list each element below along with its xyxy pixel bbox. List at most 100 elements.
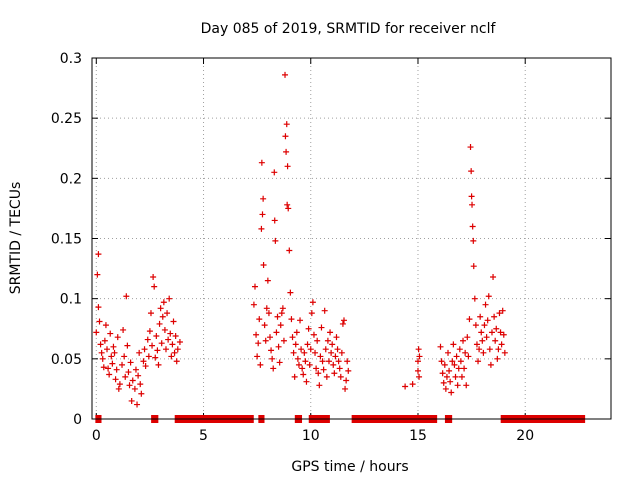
data-point <box>97 341 104 348</box>
data-point <box>155 361 162 368</box>
data-point <box>128 397 135 404</box>
data-point <box>501 349 508 356</box>
data-point <box>256 316 263 323</box>
data-point <box>490 274 497 281</box>
data-point <box>304 341 311 348</box>
data-point <box>174 346 181 353</box>
data-point <box>450 341 457 348</box>
data-point <box>142 363 149 370</box>
y-tick-label: 0.25 <box>51 111 82 127</box>
data-point <box>331 370 338 377</box>
data-point <box>263 305 270 312</box>
data-point <box>115 385 122 392</box>
data-point <box>486 346 493 353</box>
data-point <box>317 353 324 360</box>
data-point <box>135 372 142 379</box>
data-point <box>132 366 139 373</box>
data-point <box>409 381 416 388</box>
data-point <box>290 349 297 356</box>
data-point <box>100 364 107 371</box>
data-point <box>327 329 334 336</box>
data-point <box>166 295 173 302</box>
data-point <box>108 353 115 360</box>
data-point <box>446 367 453 374</box>
y-axis: 0 0.05 0.1 0.15 0.2 0.25 0.3 <box>51 51 611 428</box>
data-point <box>295 361 302 368</box>
data-point <box>340 317 347 324</box>
data-point <box>275 343 282 350</box>
data-point <box>171 349 178 356</box>
data-point <box>468 168 475 175</box>
data-series <box>93 71 586 423</box>
data-point <box>310 331 317 338</box>
data-point <box>322 346 329 353</box>
data-point <box>282 71 289 78</box>
data-point <box>452 373 459 380</box>
data-point <box>269 355 276 362</box>
data-point <box>127 359 134 366</box>
data-point <box>111 349 118 356</box>
data-point <box>498 341 505 348</box>
data-point <box>475 358 482 365</box>
data-point <box>338 349 345 356</box>
data-point <box>303 378 310 385</box>
data-point <box>96 318 103 325</box>
data-point <box>330 361 337 368</box>
data-point <box>158 340 165 347</box>
data-point <box>464 334 471 341</box>
data-point <box>493 325 500 332</box>
data-point <box>176 338 183 345</box>
data-point <box>313 365 320 372</box>
data-point <box>277 322 284 329</box>
data-point <box>109 360 116 367</box>
data-point <box>114 334 121 341</box>
data-point <box>343 377 350 384</box>
data-point <box>162 346 169 353</box>
data-point <box>146 328 153 335</box>
data-point <box>300 371 307 378</box>
data-point <box>264 277 271 284</box>
data-point <box>485 293 492 300</box>
data-point <box>159 313 166 320</box>
data-point <box>453 353 460 360</box>
data-point <box>415 346 422 353</box>
data-point <box>291 373 298 380</box>
y-tick-label: 0.15 <box>51 232 82 248</box>
data-point <box>156 320 163 327</box>
data-point <box>280 337 287 344</box>
data-point <box>480 349 487 356</box>
data-point <box>316 382 323 389</box>
data-point <box>134 401 141 408</box>
data-point <box>145 353 152 360</box>
data-point <box>251 283 258 290</box>
data-point <box>116 381 123 388</box>
data-point <box>255 340 262 347</box>
data-point <box>286 247 293 254</box>
data-point <box>465 353 472 360</box>
data-point <box>402 383 409 390</box>
data-point <box>154 347 161 354</box>
data-point <box>140 358 147 365</box>
data-point <box>457 358 464 365</box>
data-point <box>483 334 490 341</box>
data-point <box>456 346 463 353</box>
data-point <box>318 324 325 331</box>
data-point <box>287 289 294 296</box>
data-point <box>121 353 128 360</box>
data-point <box>337 373 344 380</box>
data-point <box>476 346 483 353</box>
data-point <box>95 304 102 311</box>
data-point <box>479 337 486 344</box>
data-point <box>138 390 145 397</box>
data-point <box>491 313 498 320</box>
data-point <box>124 342 131 349</box>
data-point <box>288 316 295 323</box>
data-point <box>283 148 290 155</box>
data-point <box>328 349 335 356</box>
data-point <box>284 201 291 208</box>
data-point <box>448 389 455 396</box>
data-point <box>299 365 306 372</box>
plot-frame <box>91 57 612 420</box>
data-point <box>500 331 507 338</box>
data-point <box>105 365 112 372</box>
